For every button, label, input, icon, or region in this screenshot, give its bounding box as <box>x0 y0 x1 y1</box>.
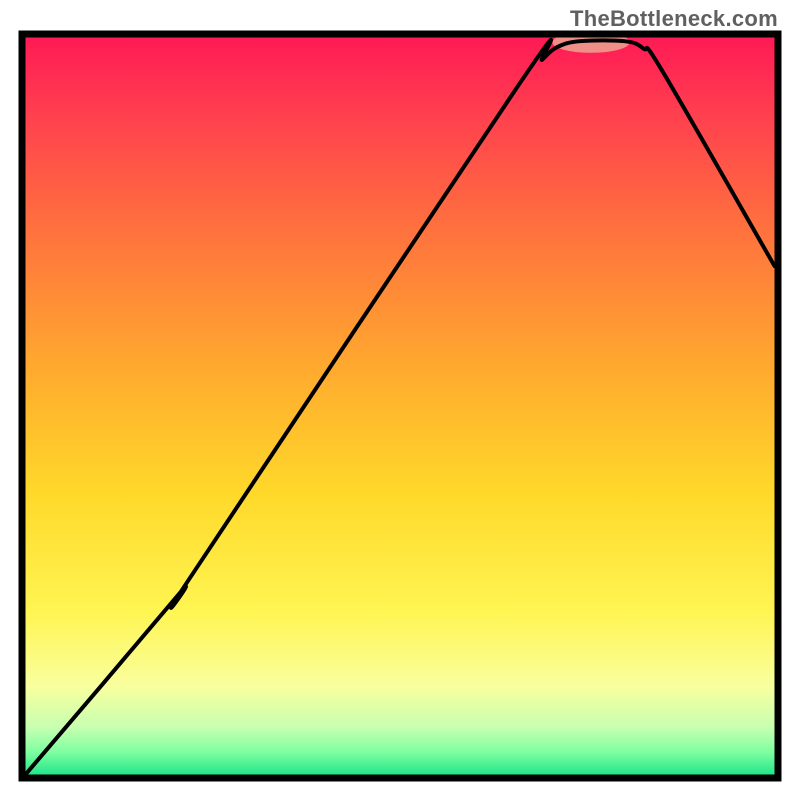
watermark-text: TheBottleneck.com <box>570 6 778 32</box>
chart-container: TheBottleneck.com <box>0 0 800 800</box>
chart-background <box>26 38 775 775</box>
bottleneck-chart <box>0 0 800 800</box>
